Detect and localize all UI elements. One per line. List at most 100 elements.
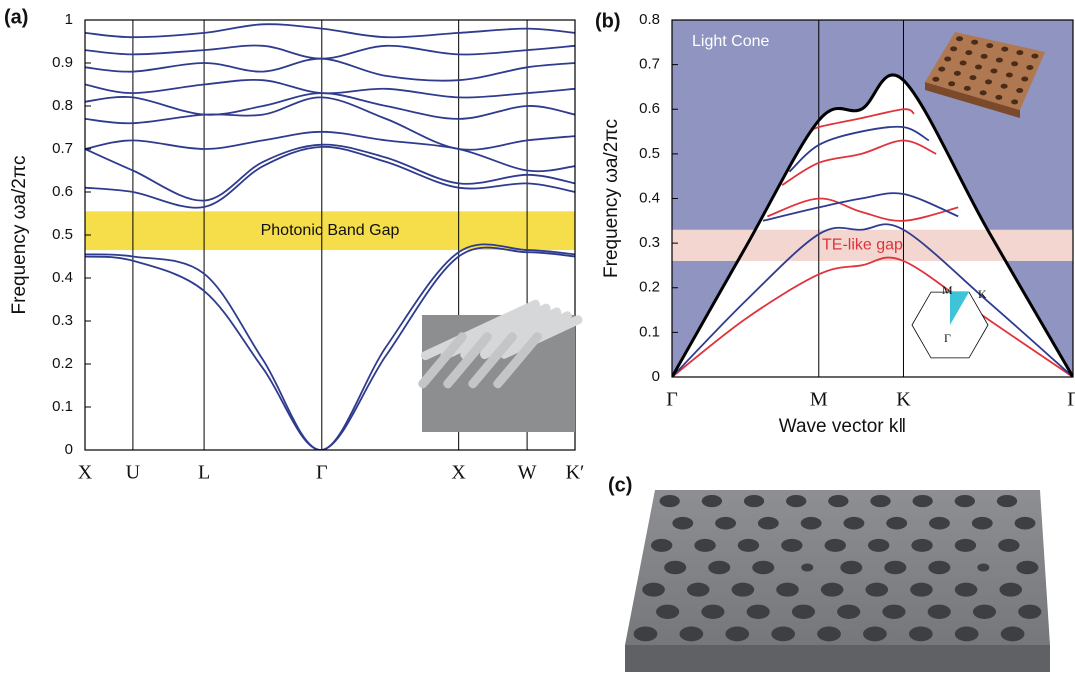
slab-hole	[995, 95, 1002, 100]
hole	[866, 583, 889, 597]
annotation: Light Cone	[692, 33, 769, 50]
slab-hole	[971, 40, 978, 45]
slab-hole	[980, 90, 987, 95]
y-tick-label: 0.8	[639, 11, 660, 28]
slab-hole	[965, 50, 972, 55]
x-tick-label: M	[810, 389, 828, 411]
slab-hole	[1016, 50, 1023, 55]
band-line	[782, 140, 936, 185]
hole	[977, 564, 989, 572]
y-tick-label: 0.5	[52, 226, 73, 243]
hole	[972, 517, 993, 530]
hole	[910, 583, 933, 597]
slab-hole	[1026, 65, 1033, 70]
hole	[821, 583, 844, 597]
hole	[642, 583, 665, 597]
hole	[928, 561, 950, 575]
slab-hole	[1021, 77, 1028, 82]
y-tick-label: 0.5	[639, 145, 660, 162]
band-line	[85, 97, 575, 149]
hole	[738, 539, 759, 552]
band-line	[85, 46, 575, 59]
hole	[664, 561, 686, 575]
hole	[911, 539, 932, 552]
hole	[732, 583, 755, 597]
hole	[708, 561, 730, 575]
hole	[868, 539, 889, 552]
annotation: TE-like gap	[822, 237, 903, 254]
band-line	[767, 198, 958, 220]
y-axis-label: Frequency ωa/2πc	[601, 119, 622, 278]
slab-hole	[938, 67, 945, 72]
y-tick-label: 0.6	[639, 100, 660, 117]
y-tick-label: 0.7	[639, 56, 660, 73]
band-line	[85, 24, 575, 37]
slab-hole	[985, 79, 992, 84]
hole	[997, 495, 1017, 507]
hole	[1015, 517, 1036, 530]
slab-hole	[969, 75, 976, 80]
slab-hole	[964, 86, 971, 91]
slab-hole	[956, 36, 963, 41]
hole	[1001, 627, 1025, 642]
x-tick-label: L	[198, 462, 210, 484]
inset-label: K	[978, 287, 987, 301]
slab-hole	[975, 65, 982, 70]
band-line	[85, 145, 575, 201]
hole	[702, 495, 722, 507]
hole	[792, 605, 815, 619]
hole	[801, 517, 822, 530]
hole	[913, 495, 933, 507]
band-line	[85, 59, 575, 81]
slab-hole	[932, 77, 939, 82]
hole	[715, 517, 736, 530]
x-tick-label: K	[896, 389, 911, 411]
x-tick-label: X	[78, 462, 93, 484]
slab-hole	[948, 81, 955, 86]
panel-label: (c)	[608, 474, 632, 496]
slab-hole	[960, 61, 967, 66]
x-tick-label: Γ	[1067, 389, 1075, 411]
hole	[870, 495, 890, 507]
hole	[752, 561, 774, 575]
sem-inset	[417, 298, 584, 432]
hole	[998, 539, 1019, 552]
x-tick-label: U	[126, 462, 141, 484]
slab-hole	[950, 46, 957, 51]
slab-illustration	[625, 490, 1050, 672]
hole	[634, 627, 658, 642]
hole	[955, 583, 978, 597]
hole	[701, 605, 724, 619]
slab-hole	[1016, 88, 1023, 93]
y-tick-label: 0.1	[52, 398, 73, 415]
hole	[694, 539, 715, 552]
panel-label: (b)	[595, 10, 621, 32]
y-tick-label: 0.2	[52, 355, 73, 372]
hole	[825, 539, 846, 552]
hole	[687, 583, 710, 597]
y-tick-label: 0.4	[52, 269, 73, 286]
y-tick-label: 0.8	[52, 97, 73, 114]
hole	[656, 605, 679, 619]
hole	[999, 583, 1022, 597]
hole	[776, 583, 799, 597]
hole	[909, 627, 933, 642]
slab-hole	[1001, 84, 1008, 89]
x-tick-label: W	[518, 462, 537, 484]
slab-hole	[986, 43, 993, 48]
figure: (a) (b) (c) XULΓXWK′Photonic Band Gap00.…	[0, 0, 1075, 675]
band-line	[85, 132, 575, 171]
hole	[840, 561, 862, 575]
x-tick-label: Γ	[316, 462, 328, 484]
x-tick-label: X	[451, 462, 466, 484]
hole	[672, 517, 693, 530]
slab-hole	[954, 71, 961, 76]
slab-hole	[1011, 61, 1018, 66]
y-tick-label: 0.7	[52, 140, 73, 157]
hole	[786, 495, 806, 507]
band-line	[85, 93, 575, 119]
hole	[886, 517, 907, 530]
hole	[801, 564, 813, 572]
slab-hole	[1006, 73, 1013, 78]
hole	[884, 561, 906, 575]
